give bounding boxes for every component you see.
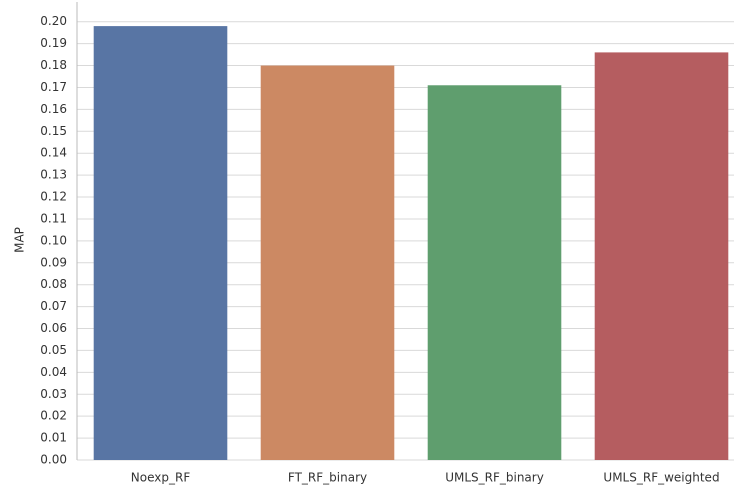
bar — [93, 26, 228, 461]
y-tick-label: 0.01 — [40, 431, 67, 445]
y-tick-label: 0.05 — [40, 343, 67, 357]
x-tick-label: UMLS_RF_weighted — [603, 471, 719, 485]
x-tick-label: Noexp_RF — [131, 471, 191, 485]
y-tick-label: 0.20 — [40, 14, 67, 28]
y-tick-label: 0.07 — [40, 299, 67, 313]
y-tick-label: 0.17 — [40, 80, 67, 94]
x-tick-label: UMLS_RF_binary — [445, 471, 544, 485]
y-tick-label: 0.02 — [40, 409, 67, 423]
y-tick-label: 0.06 — [40, 321, 67, 335]
y-tick-label: 0.00 — [40, 453, 67, 467]
y-tick-label: 0.14 — [40, 146, 67, 160]
y-tick-label: 0.11 — [40, 211, 67, 225]
y-tick-label: 0.18 — [40, 58, 67, 72]
y-tick-label: 0.15 — [40, 124, 67, 138]
y-tick-label: 0.08 — [40, 277, 67, 291]
y-tick-label: 0.13 — [40, 168, 67, 182]
y-tick-label: 0.19 — [40, 36, 67, 50]
y-axis-label: MAP — [13, 227, 27, 253]
y-tick-label: 0.03 — [40, 387, 67, 401]
bar — [427, 85, 562, 460]
y-tick-label: 0.09 — [40, 255, 67, 269]
bar — [594, 52, 729, 460]
y-tick-label: 0.10 — [40, 233, 67, 247]
y-tick-label: 0.12 — [40, 190, 67, 204]
x-tick-label: FT_RF_binary — [288, 471, 367, 485]
y-tick-label: 0.16 — [40, 102, 67, 116]
y-tick-label: 0.04 — [40, 365, 67, 379]
bar — [260, 65, 395, 461]
